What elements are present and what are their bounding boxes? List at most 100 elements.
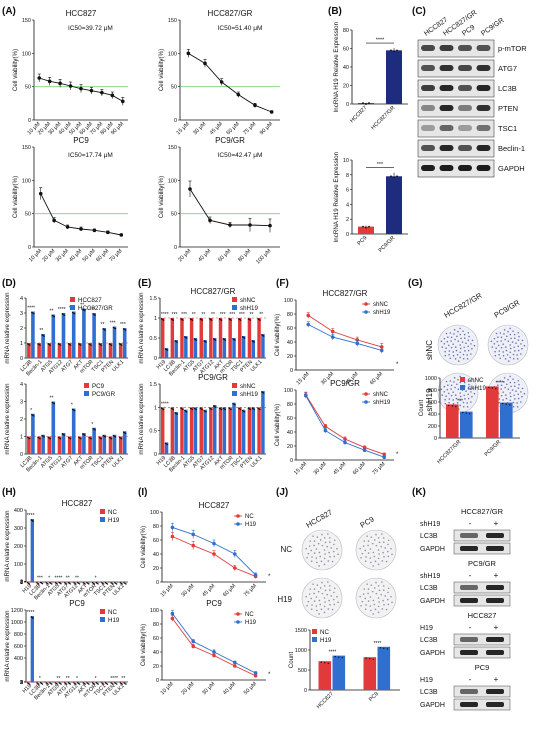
panel-letter: (H): [2, 487, 16, 498]
x-tick-label: 100 μM: [255, 248, 273, 266]
colony-dot: [500, 394, 503, 397]
x-tick-label: 45 μM: [332, 461, 347, 476]
colony-dot: [470, 343, 472, 345]
significance-marker: *: [268, 672, 271, 678]
blot-band: [458, 165, 472, 171]
colony-dot: [465, 390, 467, 393]
x-tick-label: 50 μM: [82, 248, 97, 263]
legend-marker: [236, 612, 240, 616]
y-tick-label: 200: [14, 544, 23, 550]
y-tick-label: 0: [434, 436, 437, 442]
bar: [37, 343, 41, 358]
blot-band: [421, 105, 435, 111]
replicate-dot: [78, 583, 81, 585]
blot-strip: [417, 59, 495, 78]
colony-dot: [336, 547, 338, 550]
bar: [247, 318, 252, 358]
panel-letter: (D): [2, 278, 16, 289]
colony-dot: [387, 587, 390, 590]
colony-dot: [385, 608, 388, 611]
colony-dot: [373, 603, 376, 606]
y-tick-label: 0: [346, 102, 349, 108]
colony-dot: [328, 599, 330, 602]
y-tick-label: 50: [171, 85, 177, 91]
bar: [36, 681, 40, 683]
colony-dot: [467, 349, 470, 352]
replicate-dot: [100, 344, 103, 346]
treatment-sign: +: [494, 571, 499, 580]
colony-dot: [441, 346, 444, 348]
significance-marker: *: [91, 422, 93, 428]
y-tick-label: 0: [28, 118, 31, 124]
replicate-dot: [220, 408, 223, 411]
bar: [92, 427, 96, 454]
chart-title: HCC827/GR: [191, 287, 236, 296]
colony-dot: [324, 553, 326, 555]
replicate-dot: [78, 683, 81, 685]
y-tick-label: 50: [25, 212, 31, 218]
colony-dot: [390, 547, 392, 550]
legend-swatch: [232, 305, 237, 310]
y-tick-label: 60: [287, 416, 293, 422]
colony-dot: [323, 605, 326, 608]
colony-dot: [459, 344, 461, 346]
blot-strip: [453, 685, 511, 698]
replicate-dot: [365, 657, 367, 659]
colony-dot: [370, 561, 372, 564]
colony-dot: [463, 394, 465, 397]
replicate-dot: [390, 49, 392, 52]
y-tick-label: 0: [290, 458, 293, 464]
colony-dot: [366, 583, 368, 585]
replicate-dot: [320, 661, 322, 663]
replicate-dot: [60, 683, 62, 685]
blot-band: [421, 45, 435, 51]
colony-dot: [516, 406, 519, 408]
colony-dot: [313, 592, 315, 595]
y-tick-label: 3: [20, 579, 23, 585]
bar: [64, 681, 68, 683]
significance-marker: ****: [374, 641, 382, 647]
significance-marker: ****: [27, 610, 35, 616]
significance-marker: ****: [329, 650, 337, 656]
bar: [39, 581, 44, 582]
replicate-dot: [182, 408, 184, 411]
colony-dot: [308, 545, 311, 547]
y-axis-label: mRNA relative expression: [138, 292, 145, 364]
data-point: [170, 611, 175, 616]
line-chart-pc9-gr: 0 50 100 150 Cell viability(%) PC9/GR 20 μM 40 …: [158, 136, 280, 265]
significance-marker: **: [75, 576, 79, 582]
colony-dot: [318, 613, 320, 615]
bar-chart-pc9-gr: 0 0.5 1 1.5 mRNA relative expression PC9/GR H1…: [138, 373, 266, 473]
colony-dot: [517, 379, 520, 382]
x-tick-label: 20 μM: [41, 248, 56, 263]
replicate-dot: [93, 683, 96, 685]
replicate-dot: [125, 329, 127, 331]
colony-dot: [452, 402, 455, 405]
colony-dot: [466, 402, 468, 404]
colony-dot: [518, 335, 520, 338]
colony-dot: [387, 555, 390, 558]
x-tick-label: 60 μM: [95, 248, 110, 263]
replicate-dot: [104, 329, 107, 331]
colony-dot: [320, 608, 323, 611]
blot-band: [460, 546, 478, 551]
y-tick-label: 3: [20, 680, 23, 686]
colony-dot: [367, 600, 370, 602]
colony-dot: [378, 541, 381, 544]
colony-dot: [310, 608, 313, 611]
blot-band-label: GAPDH: [420, 702, 445, 709]
treatment-sign: -: [469, 675, 472, 684]
colony-dot: [323, 611, 326, 614]
colony-dot: [515, 342, 517, 345]
line-chart-hcc827-gr: 0 20 40 60 80 100 Cell viability(%) HCC827/GR 15…: [274, 289, 399, 386]
colony-dot: [324, 601, 326, 603]
replicate-dot: [253, 408, 255, 411]
bar: [58, 581, 62, 583]
data-point: [191, 639, 195, 644]
colony-dot: [448, 350, 451, 352]
colony-dot: [323, 563, 326, 566]
blot-strip: [453, 529, 511, 542]
